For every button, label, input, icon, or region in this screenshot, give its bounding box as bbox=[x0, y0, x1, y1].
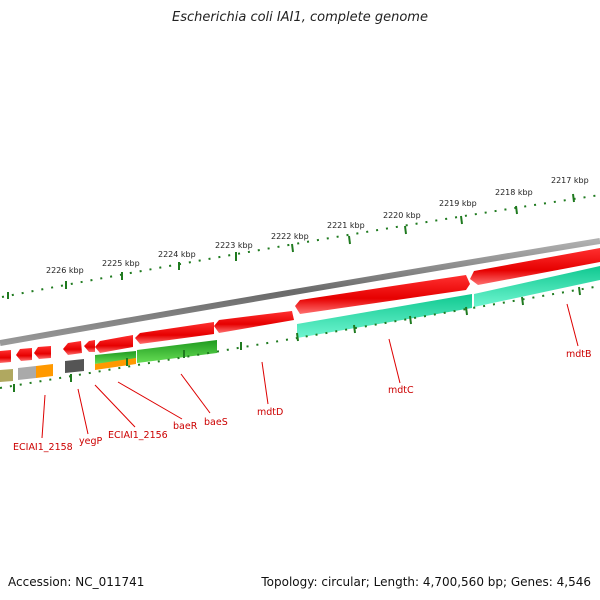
gene-label: ECIAI1_2158 bbox=[13, 442, 73, 453]
gene-feature-ECIAI1_2158 bbox=[34, 346, 51, 359]
gene-label: mdtB bbox=[566, 349, 592, 360]
outer-scale-arc bbox=[1, 194, 600, 298]
inner-scale bbox=[0, 285, 600, 392]
gene-label: yegP bbox=[79, 436, 102, 447]
function-track bbox=[0, 266, 600, 382]
accession-text: Accession: NC_011741 bbox=[8, 575, 145, 589]
gene-feature-small bbox=[16, 348, 32, 361]
mdt-feature bbox=[297, 294, 472, 338]
bae-feature bbox=[137, 340, 217, 363]
olive-feature bbox=[0, 369, 13, 382]
gene-feature-yegP bbox=[63, 341, 82, 355]
genome-backbone bbox=[0, 238, 600, 346]
map-title: Escherichia coli IAI1, complete genome bbox=[172, 10, 428, 25]
gene-feature-baeS bbox=[135, 322, 214, 344]
genome-summary-text: Topology: circular; Length: 4,700,560 bp… bbox=[261, 575, 591, 589]
kbp-label: 2221 kbp bbox=[327, 221, 365, 230]
gene-feature-baeR bbox=[95, 335, 133, 353]
cds-track bbox=[0, 248, 600, 363]
grey-feature bbox=[65, 359, 84, 373]
gene-label: ECIAI1_2156 bbox=[108, 430, 168, 441]
major-ticks bbox=[7, 193, 575, 299]
gene-label: baeR bbox=[173, 421, 198, 432]
orange-feature bbox=[95, 358, 136, 370]
kbp-label: 2219 kbp bbox=[439, 199, 477, 208]
label-lines bbox=[41, 303, 579, 439]
kbp-label: 2217 kbp bbox=[551, 176, 589, 185]
kbp-label: 2226 kbp bbox=[46, 266, 84, 275]
mdt-feature bbox=[474, 266, 600, 307]
kbp-label: 2220 kbp bbox=[383, 211, 421, 220]
gene-feature-mdtC bbox=[295, 275, 470, 314]
gene-feature-edge bbox=[0, 350, 11, 363]
gene-feature-mdtB bbox=[470, 248, 600, 285]
gene-label: baeS bbox=[204, 417, 228, 428]
kbp-label: 2218 kbp bbox=[495, 188, 533, 197]
kbp-label: 2224 kbp bbox=[158, 250, 196, 259]
orange-feature bbox=[36, 364, 53, 378]
kbp-label: 2222 kbp bbox=[271, 232, 309, 241]
gene-feature-ECIAI1_2156 bbox=[84, 340, 95, 352]
kbp-label: 2225 kbp bbox=[102, 259, 140, 268]
gene-label: mdtD bbox=[257, 407, 283, 418]
kbp-label: 2223 kbp bbox=[215, 241, 253, 250]
outer-scale: 2217 kbp 2218 kbp 2219 kbp 2220 kbp 2221… bbox=[1, 176, 600, 299]
grey-feature bbox=[18, 366, 36, 380]
gene-label: mdtC bbox=[388, 385, 414, 396]
gene-feature-mdtD bbox=[214, 311, 294, 333]
